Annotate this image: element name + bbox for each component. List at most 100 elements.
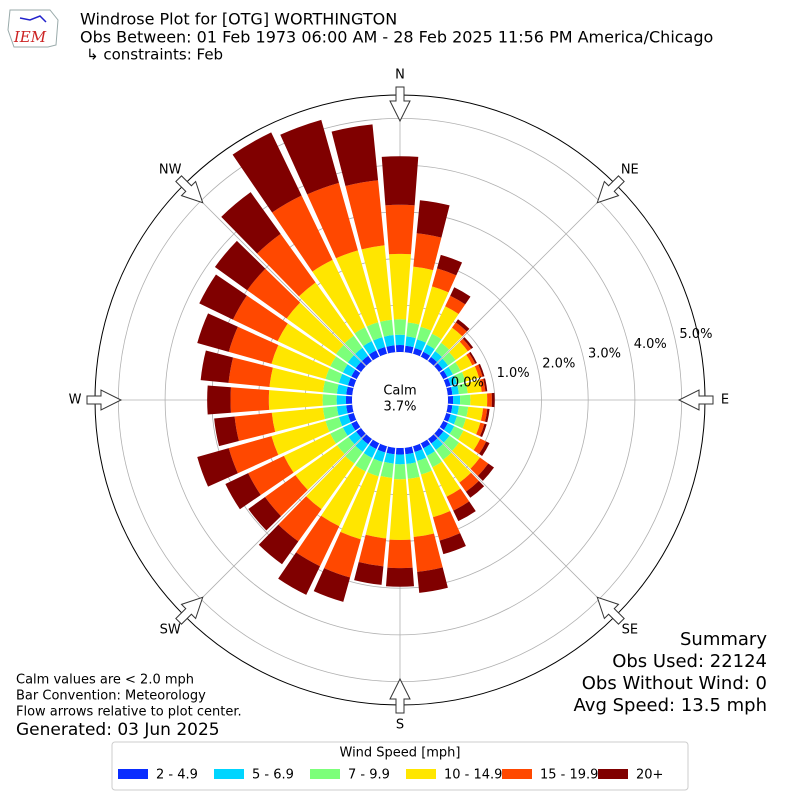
wind-bar-segment <box>346 386 354 396</box>
wind-bar-segment <box>338 373 351 386</box>
legend-swatch <box>502 769 532 779</box>
wind-bar-segment <box>340 472 379 540</box>
r-tick-label: 4.0% <box>634 337 667 352</box>
note: Calm values are < 2.0 mph <box>16 673 194 688</box>
flow-arrow <box>389 86 411 123</box>
wind-bar-segment <box>462 418 481 435</box>
wind-bar-segment <box>452 322 467 337</box>
wind-bar-segment <box>468 351 477 364</box>
wind-bar-segment <box>448 375 458 386</box>
wind-bar-segment <box>385 204 415 255</box>
note: Flow arrows relative to plot center. <box>16 705 242 720</box>
wind-bar-segment <box>272 195 333 272</box>
wind-bar-segment <box>351 420 361 431</box>
wind-bar-segment <box>455 319 470 332</box>
wind-bar-segment <box>381 156 419 206</box>
wind-bar-segment <box>451 405 459 415</box>
wind-bar-segment <box>420 439 431 449</box>
wind-bar-segment <box>439 370 448 380</box>
wind-bar-segment <box>478 363 485 377</box>
r-tick-label: 3.0% <box>588 347 621 362</box>
wind-bar-segment <box>435 342 450 357</box>
wind-bar-segment <box>228 357 273 387</box>
wind-bar-segment <box>380 319 394 337</box>
wind-bar-segment <box>423 344 435 356</box>
wind-bar-segment <box>197 313 238 352</box>
note: Bar Convention: Meteorology <box>16 689 206 704</box>
wind-bar-segment <box>443 452 472 483</box>
wind-bar-segment <box>431 438 443 450</box>
wind-bar-segment <box>479 378 486 392</box>
wind-bar-segment <box>470 457 489 476</box>
wind-bar-segment <box>197 448 238 487</box>
wind-bar-segment <box>355 439 369 452</box>
wind-bar-segment <box>200 350 234 383</box>
flow-arrow-shape <box>596 596 625 625</box>
wind-bar-segment <box>465 379 482 394</box>
wind-bar-segment <box>342 423 356 436</box>
wind-bar-segment <box>280 119 339 195</box>
wind-bar-segment <box>423 444 435 456</box>
legend-label: 20+ <box>636 768 663 783</box>
grid-spoke <box>433 433 616 616</box>
wind-bar-segment <box>386 446 396 455</box>
wind-bar-segment <box>348 431 362 445</box>
wind-bar-segment <box>369 439 380 450</box>
wind-bar-segment <box>395 447 405 455</box>
summary-title: Summary <box>680 629 767 650</box>
wind-bar-segment <box>405 336 416 348</box>
wind-bar-segment <box>278 496 322 542</box>
wind-bar-segment <box>439 533 466 555</box>
wind-bar-segment <box>443 435 460 451</box>
wind-bar-segment <box>491 392 495 408</box>
wind-bar-segment <box>414 449 427 462</box>
wind-bar-segment <box>355 361 366 372</box>
wind-bar-segment <box>441 327 463 350</box>
wind-bar-segment <box>345 180 385 250</box>
wind-bar-segment <box>228 326 279 364</box>
wind-bar-segment <box>313 568 351 602</box>
wind-bar-segment <box>476 422 485 437</box>
wind-bar-segment <box>225 473 261 510</box>
wind-bar-segment <box>214 416 239 447</box>
wind-bar-segment <box>473 438 487 454</box>
wind-bar-segment <box>345 395 353 405</box>
wind-bar-segment <box>383 335 395 347</box>
wind-bar-segment <box>452 395 461 405</box>
legend-swatch <box>310 769 340 779</box>
wind-bar-segment <box>420 470 451 518</box>
chart-subtitle: Obs Between: 01 Feb 1973 06:00 AM - 28 F… <box>80 28 713 47</box>
wind-bar-segment <box>447 396 454 404</box>
direction-label: S <box>396 718 404 733</box>
wind-bar-segment <box>356 428 366 438</box>
wind-bar-segment <box>435 444 452 460</box>
wind-bar-segment <box>462 366 480 382</box>
wind-bar-segment <box>412 347 423 357</box>
wind-bar-segment <box>448 414 458 425</box>
wind-bar-segment <box>286 302 344 354</box>
wind-bar-segment <box>325 417 343 432</box>
calm-value: 3.7% <box>383 400 416 415</box>
wind-bar-segment <box>431 306 459 340</box>
wind-bar-segment <box>449 426 464 440</box>
wind-bar-segment <box>389 253 411 320</box>
wind-bar-segment <box>417 457 432 475</box>
wind-bar-segment <box>380 461 394 478</box>
wind-bar-segment <box>459 394 471 406</box>
wind-bar-segment <box>232 295 288 342</box>
wind-bar-segment <box>420 351 431 361</box>
summary-line: Avg Speed: 13.5 mph <box>574 695 767 716</box>
wind-bar-segment <box>443 366 453 378</box>
wind-bar-segment <box>271 345 330 380</box>
wind-bar-segment <box>269 367 325 393</box>
direction-label: NW <box>159 163 182 178</box>
wind-bar-segment <box>443 423 455 434</box>
legend-label: 7 - 9.9 <box>348 768 390 783</box>
wind-bar-segment <box>365 475 393 539</box>
wind-bar-segment <box>354 327 372 347</box>
constraints: ↳ constraints: Feb <box>86 46 223 64</box>
wind-bar-segment <box>214 240 266 291</box>
direction-label: NE <box>621 163 639 178</box>
wind-bar-segment <box>283 433 337 473</box>
wind-bar-segment <box>322 394 337 406</box>
